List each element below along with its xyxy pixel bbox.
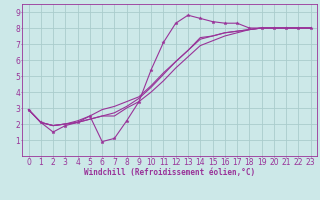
X-axis label: Windchill (Refroidissement éolien,°C): Windchill (Refroidissement éolien,°C) [84,168,255,177]
